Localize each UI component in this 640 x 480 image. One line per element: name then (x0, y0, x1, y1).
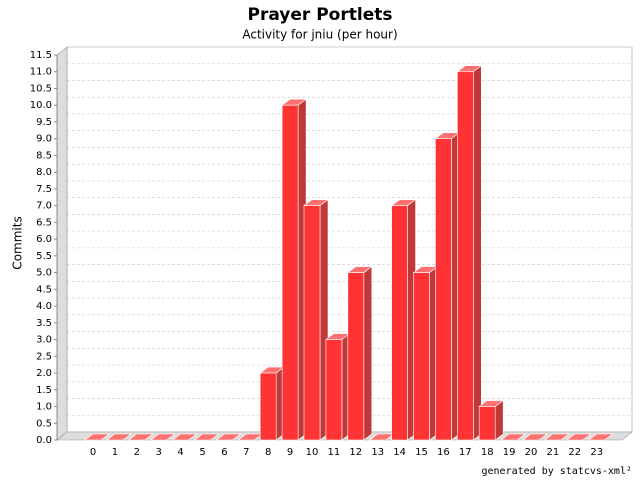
x-tick-label: 12 (349, 447, 362, 458)
x-tick-label: 23 (590, 447, 603, 458)
footer: generated by statcvs-xml² (481, 466, 632, 477)
y-tick-label: 8.5 (36, 150, 52, 161)
x-tick-label: 2 (134, 447, 140, 458)
y-tick-label: 6.0 (36, 234, 52, 245)
y-tick-label: 11.0 (30, 67, 52, 78)
y-tick-label: 2.5 (36, 351, 52, 362)
bar-top (106, 433, 132, 441)
x-tick-label: 6 (221, 447, 227, 458)
bar (281, 104, 299, 441)
x-tick-label: 17 (459, 447, 472, 458)
x-tick-label: 7 (243, 447, 249, 458)
x-tick-label: 5 (199, 447, 205, 458)
bar-top (500, 433, 526, 441)
bar (413, 272, 430, 441)
bar-top (544, 433, 570, 441)
left-wall (56, 46, 68, 441)
x-tick-label: 13 (371, 447, 384, 458)
x-tick-label: 22 (568, 447, 581, 458)
y-tick-label: 5.0 (36, 268, 52, 279)
x-tick-label: 20 (525, 447, 538, 458)
y-axis-label: Commits (11, 216, 25, 269)
y-tick-label: 4.5 (36, 284, 52, 295)
y-tick-label: 9.0 (36, 134, 52, 145)
x-tick-label: 11 (328, 447, 341, 458)
bar-side (472, 65, 482, 441)
y-tick-label: 7.0 (36, 201, 52, 212)
bar (303, 205, 321, 441)
x-tick-label: 15 (415, 447, 428, 458)
y-tick-label: 10.5 (30, 83, 52, 94)
x-tick-label: 8 (265, 447, 271, 458)
bar-side (494, 399, 504, 441)
bar (391, 205, 408, 441)
bar-side (363, 266, 373, 441)
y-tick-label: 7.5 (36, 184, 52, 195)
bar-top (193, 433, 220, 441)
bar-top (215, 433, 242, 441)
y-tick-label: 3.0 (36, 335, 52, 346)
chart-subtitle: Activity for jniu (per hour) (242, 28, 397, 42)
y-tick-label: 3.5 (36, 318, 52, 329)
x-tick-label: 14 (393, 447, 406, 458)
y-tick-label: 1.0 (36, 402, 52, 413)
bar (325, 339, 343, 441)
x-tick-label: 19 (503, 447, 516, 458)
x-tick-label: 3 (156, 447, 162, 458)
chart-title: Prayer Portlets (248, 5, 393, 25)
x-tick-label: 4 (177, 447, 183, 458)
y-tick-label: 10.0 (30, 100, 52, 111)
y-tick-label: 0.0 (36, 435, 52, 446)
y-tick-label: 5.5 (36, 251, 52, 262)
y-tick-label: 2.0 (36, 368, 52, 379)
x-tick-label: 16 (437, 447, 450, 458)
x-tick-label: 18 (481, 447, 494, 458)
x-tick-label: 0 (90, 447, 96, 458)
bar-top (587, 433, 614, 441)
bar (347, 272, 365, 441)
x-tick-label: 9 (287, 447, 293, 458)
bar-top (171, 433, 198, 441)
x-tick-label: 1 (112, 447, 118, 458)
bar (456, 71, 474, 441)
x-tick-label: 10 (306, 447, 319, 458)
y-tick-label: 8.0 (36, 167, 52, 178)
y-tick-label: 11.5 (30, 50, 52, 61)
bar-top (84, 433, 110, 441)
bar-top (565, 433, 592, 441)
x-tick-label: 21 (547, 447, 560, 458)
y-tick-label: 6.5 (36, 217, 52, 228)
bar-top (127, 433, 154, 441)
bar (259, 372, 277, 441)
y-tick-label: 4.0 (36, 301, 52, 312)
bar (435, 138, 452, 441)
bar-top (522, 433, 548, 441)
y-tick-label: 0.5 (36, 418, 52, 429)
y-tick-label: 9.5 (36, 117, 52, 128)
y-tick-label: 1.5 (36, 385, 52, 396)
bar (478, 406, 496, 441)
bar-top (149, 433, 176, 441)
